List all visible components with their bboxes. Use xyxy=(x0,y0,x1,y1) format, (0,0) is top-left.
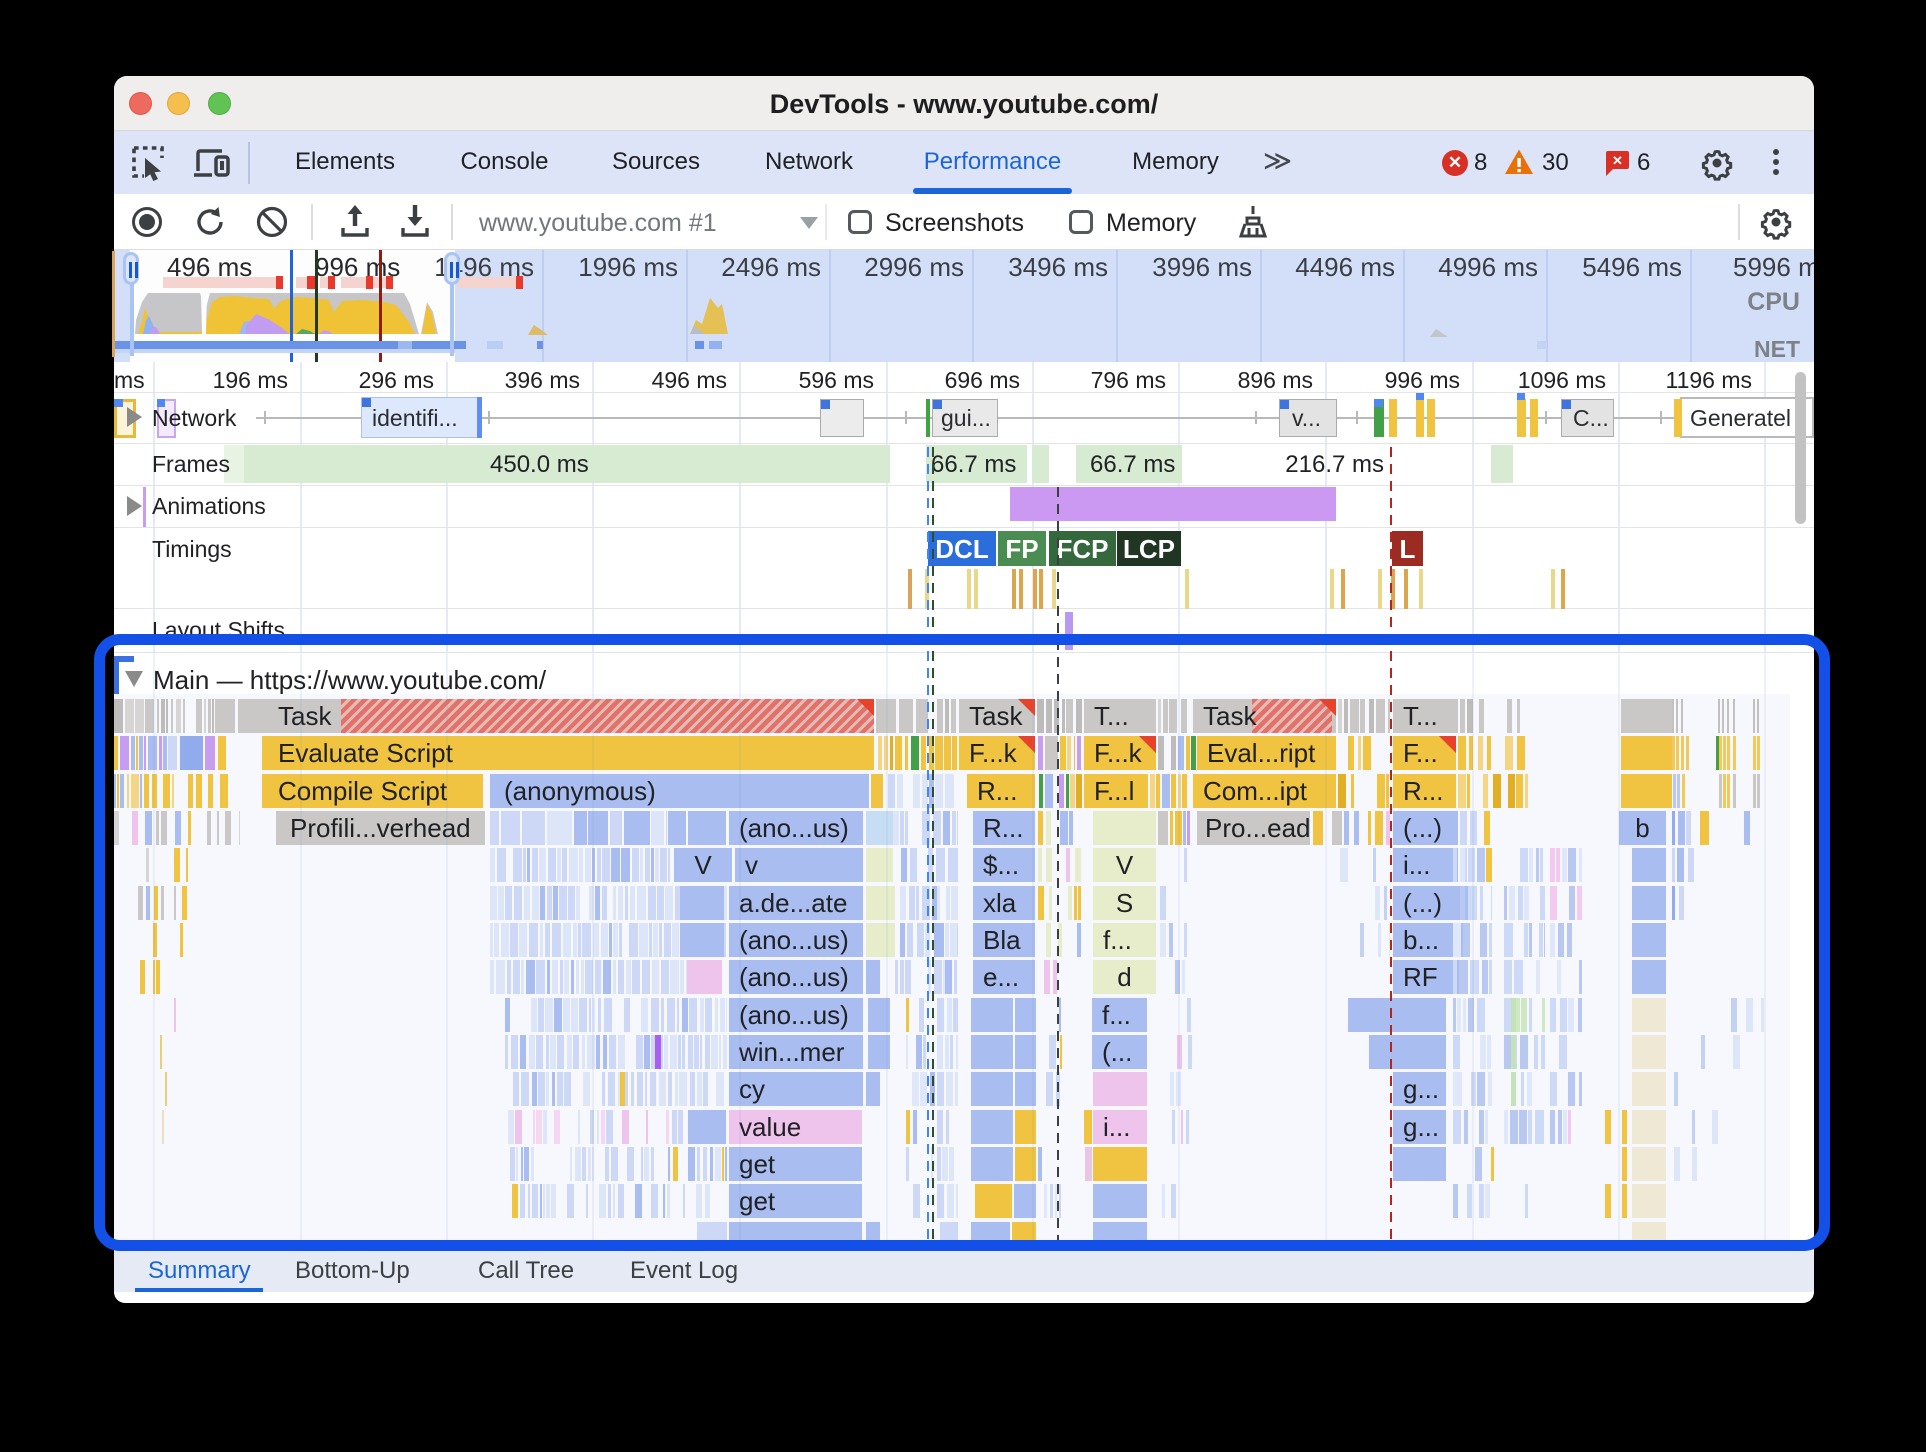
svg-text:✕: ✕ xyxy=(1612,153,1623,168)
